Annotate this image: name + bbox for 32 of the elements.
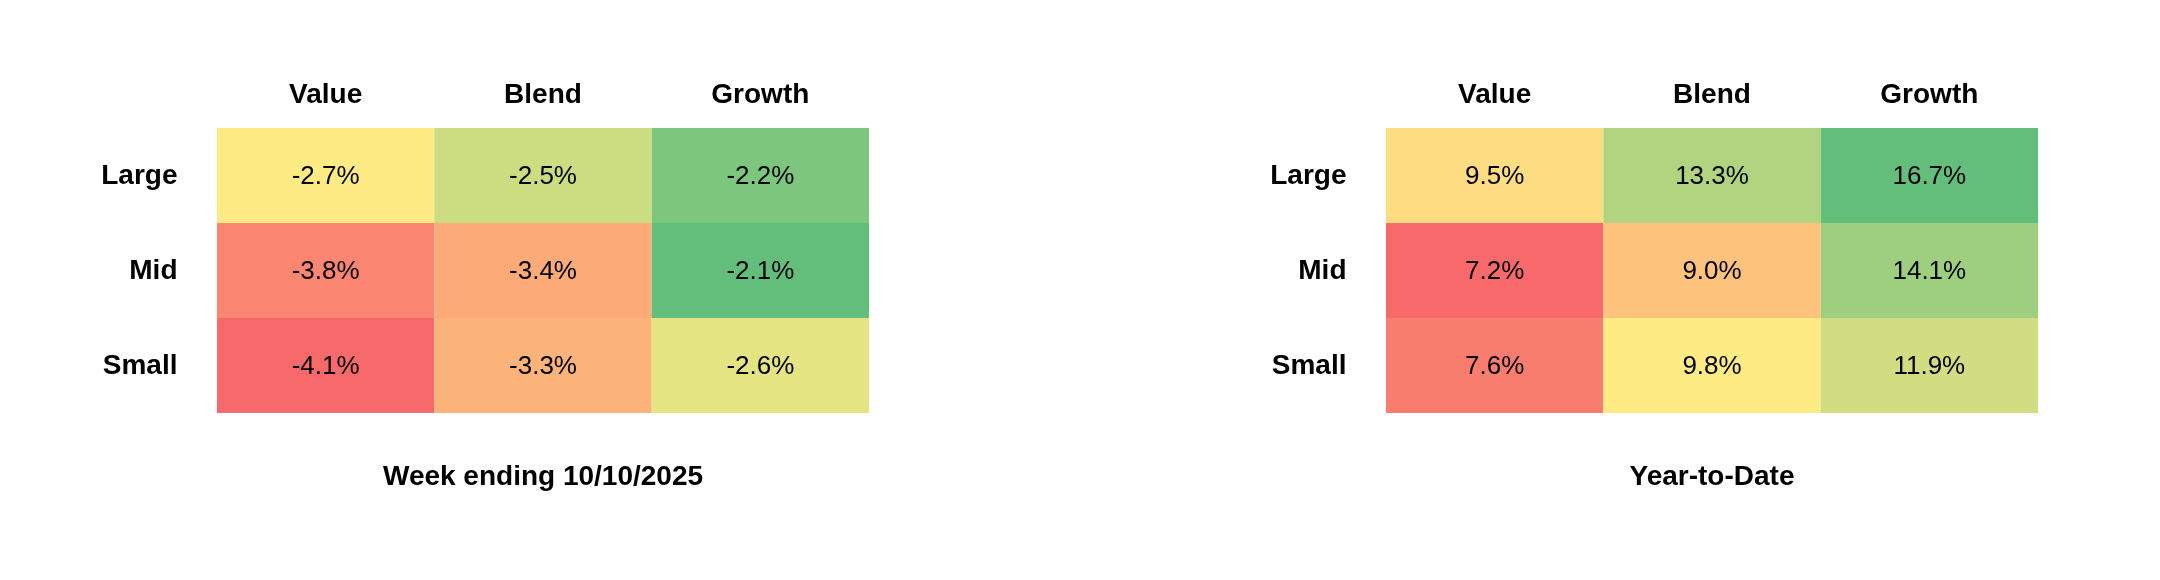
- data-label: 11.9%: [1893, 349, 1966, 380]
- data-label: -2.5%: [509, 159, 577, 190]
- x-tick-label: Growth: [711, 77, 810, 109]
- x-tick-label: Blend: [1673, 77, 1751, 109]
- y-tick-label: Large: [101, 158, 178, 190]
- x-tick-label: Value: [1458, 77, 1532, 109]
- data-label: -4.1%: [291, 349, 360, 380]
- data-label: -3.8%: [291, 254, 360, 285]
- y-tick-label: Mid: [1298, 253, 1347, 285]
- data-label: -2.2%: [726, 159, 795, 190]
- data-label: -2.6%: [726, 349, 795, 380]
- y-tick-label: Small: [102, 348, 178, 380]
- data-label: 13.3%: [1675, 159, 1749, 190]
- data-label: 9.5%: [1465, 159, 1525, 190]
- data-label: -2.1%: [726, 254, 795, 285]
- data-label: -2.7%: [291, 159, 360, 190]
- y-tick-label: Large: [1270, 158, 1347, 190]
- data-label: 7.2%: [1465, 254, 1525, 285]
- data-label: -3.4%: [509, 254, 577, 285]
- x-tick-label: Blend: [504, 77, 582, 109]
- data-label: 9.0%: [1682, 254, 1742, 285]
- y-tick-label: Mid: [129, 253, 178, 285]
- data-label: 14.1%: [1892, 254, 1967, 285]
- data-label: 16.7%: [1892, 159, 1967, 190]
- data-label: -3.3%: [509, 349, 577, 380]
- data-label: 7.6%: [1465, 349, 1525, 380]
- text: Week ending 10/10/2025: [382, 460, 704, 491]
- data-label: 9.8%: [1682, 349, 1742, 380]
- x-tick-label: Value: [289, 77, 363, 109]
- text: Year-to-Date: [1629, 460, 1795, 491]
- y-tick-label: Small: [1271, 348, 1347, 380]
- x-tick-label: Growth: [1880, 77, 1979, 109]
